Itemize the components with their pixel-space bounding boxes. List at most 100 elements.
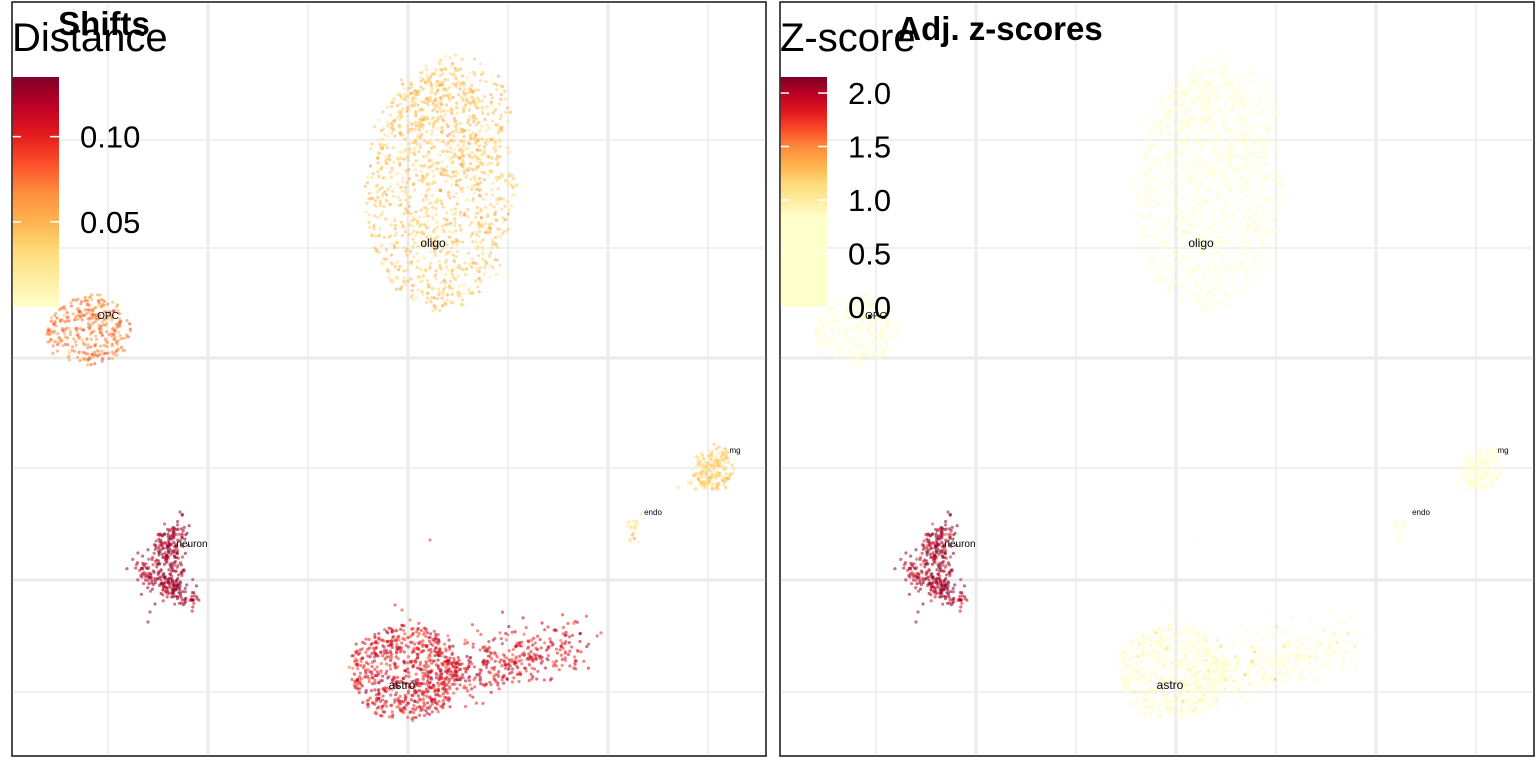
shifts-point-OPC [94, 317, 98, 321]
shifts-point-OPC [68, 330, 73, 334]
shifts-point-mg [699, 483, 703, 487]
shifts-point-oligo [381, 143, 386, 147]
shifts-point-oligo [439, 114, 443, 118]
shifts-point-oligo [466, 215, 470, 219]
zscore-point-oligo [1254, 112, 1258, 116]
shifts-point-oligo [404, 186, 408, 190]
zscore-point-OPC [814, 329, 818, 333]
shifts-point-oligo [381, 176, 385, 180]
zscore-point-oligo [1152, 248, 1157, 252]
shifts-point-oligo [493, 144, 498, 148]
shifts-point-oligo [427, 282, 431, 287]
shifts-point-oligo [490, 170, 494, 174]
zscore-point-oligo [1218, 273, 1223, 277]
zscore-point-oligo [1201, 307, 1206, 311]
zscore-point-oligo [1211, 67, 1216, 71]
zscore-point-oligo [1244, 160, 1248, 164]
shifts-point-OPC [88, 295, 92, 300]
shifts-point-astro [361, 700, 365, 705]
zscore-point-OPC [854, 363, 858, 367]
shifts-point-oligo [411, 215, 415, 219]
shifts-point-mg [693, 488, 697, 492]
shifts-point-OPC [99, 297, 104, 302]
shifts-point-oligo [379, 243, 384, 247]
shifts-point-astro [432, 685, 436, 689]
zscore-point-oligo [1242, 262, 1246, 266]
shifts-point-neuron [174, 546, 179, 550]
shifts-point-oligo [472, 183, 476, 187]
shifts-point-astro [413, 699, 417, 704]
shifts-point-mg [726, 450, 730, 454]
zscore-point-oligo [1185, 123, 1189, 127]
shifts-point-oligo [451, 230, 455, 234]
shifts-point-oligo [414, 296, 418, 300]
shifts-point-oligo [419, 117, 423, 121]
shifts-point-oligo [468, 142, 472, 146]
shifts-point-oligo [419, 267, 423, 272]
zscore-point-oligo [1212, 261, 1216, 265]
zscore-point-oligo [1213, 265, 1217, 269]
shifts-point-OPC [53, 320, 57, 324]
shifts-point-OPC [96, 314, 101, 318]
shifts-point-oligo [400, 234, 405, 238]
zscore-point-oligo [1169, 82, 1173, 86]
shifts-point-oligo [479, 72, 484, 77]
shifts-point-astro [415, 646, 420, 650]
zscore-point-oligo [1132, 210, 1136, 214]
shifts-point-oligo [485, 137, 489, 142]
shifts-point-oligo [472, 176, 476, 180]
shifts-point-neuron [179, 595, 183, 599]
shifts-point-astro [568, 664, 572, 668]
zscore-point-oligo [1215, 235, 1219, 239]
zscore-point-oligo [1157, 278, 1161, 282]
zscore-point-oligo [1226, 223, 1230, 228]
shifts-point-OPC [75, 333, 79, 337]
zscore-points [813, 53, 1504, 723]
zscore-point-oligo [1217, 208, 1222, 212]
shifts-point-neuron [148, 589, 153, 593]
shifts-point-oligo [485, 123, 489, 127]
shifts-point-oligo [454, 129, 458, 133]
shifts-point-oligo [468, 115, 472, 119]
shifts-point-neuron [183, 586, 187, 590]
shifts-point-astro [467, 674, 472, 679]
shifts-point-mg [711, 473, 715, 477]
shifts-point-neuron [135, 561, 140, 565]
shifts-point-oligo [413, 110, 418, 114]
zscore-point-oligo [1174, 261, 1178, 265]
shifts-point-astro [383, 657, 387, 661]
shifts-point-astro [396, 680, 400, 684]
shifts-point-oligo [428, 201, 432, 205]
shifts-point-astro [487, 670, 491, 674]
shifts-point-oligo [365, 175, 370, 179]
zscore-point-oligo [1137, 147, 1141, 151]
shifts-point-OPC [110, 350, 114, 354]
shifts-point-oligo [457, 156, 461, 160]
shifts-point-OPC [107, 311, 112, 315]
shifts-point-neuron [194, 584, 199, 588]
shifts-point-oligo [458, 210, 463, 214]
shifts-point-oligo [492, 205, 496, 209]
shifts-point-oligo [480, 137, 484, 141]
zscore-point-oligo [1262, 235, 1266, 240]
shifts-cluster-label: mg [729, 446, 740, 455]
zscore-point-oligo [1208, 159, 1212, 164]
zscore-point-oligo [1167, 220, 1172, 224]
shifts-point-oligo [383, 216, 387, 221]
shifts-point-oligo [422, 256, 426, 260]
shifts-point-OPC [90, 330, 94, 334]
zscore-point-oligo [1237, 167, 1241, 171]
shifts-point-oligo [444, 179, 448, 184]
zscore-point-oligo [1236, 115, 1240, 119]
shifts-point-oligo [389, 223, 393, 227]
shifts-point-astro [520, 640, 524, 644]
shifts-point-neuron [183, 590, 187, 594]
shifts-point-astro [450, 676, 454, 680]
shifts-point-neuron [167, 550, 171, 554]
shifts-point-mg [692, 473, 696, 478]
zscore-point-oligo [1190, 256, 1194, 260]
shifts-point-OPC [89, 345, 93, 349]
zscore-point-oligo [1166, 264, 1170, 269]
shifts-point-oligo [476, 253, 481, 258]
shifts-point-astro [450, 670, 454, 674]
